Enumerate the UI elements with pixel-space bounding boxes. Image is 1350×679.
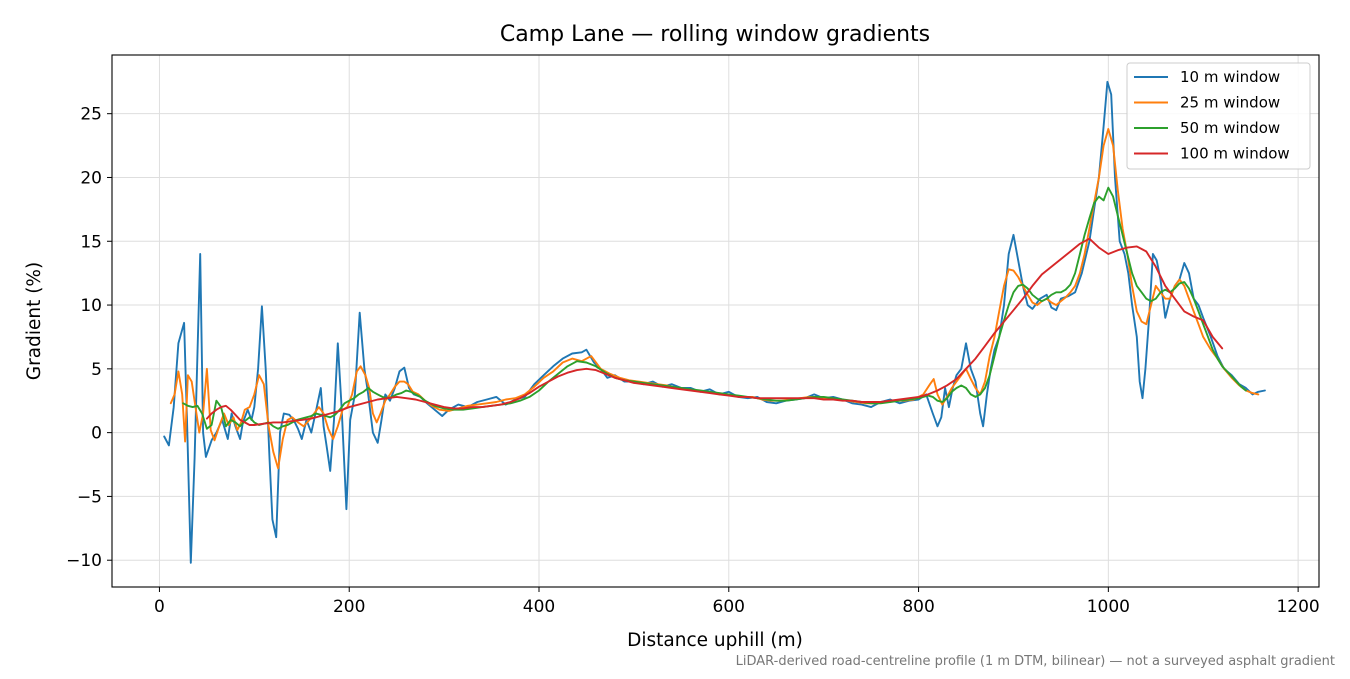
series-line-100-m-window bbox=[205, 237, 1224, 426]
x-tick-label: 0 bbox=[154, 597, 165, 617]
legend-label: 10 m window bbox=[1180, 68, 1280, 86]
x-tick-label: 600 bbox=[713, 597, 745, 617]
data-source-footnote: LiDAR-derived road-centreline profile (1… bbox=[736, 654, 1335, 669]
legend-label: 50 m window bbox=[1180, 119, 1280, 137]
x-tick-label: 1000 bbox=[1087, 597, 1130, 617]
series-lines bbox=[163, 80, 1266, 564]
x-tick-label: 800 bbox=[902, 597, 934, 617]
y-tick-label: 15 bbox=[80, 232, 102, 252]
axis-ticks: 0 200 400 600 800 1000 1200 −10 −5 0 5 10 15 20 25 bbox=[66, 105, 1320, 617]
y-tick-label: 0 bbox=[91, 424, 102, 444]
x-tick-label: 200 bbox=[333, 597, 365, 617]
x-tick-label: 400 bbox=[523, 597, 555, 617]
y-axis-label: Gradient (%) bbox=[24, 262, 45, 380]
y-tick-label: 10 bbox=[80, 296, 102, 316]
chart-title: Camp Lane — rolling window gradients bbox=[500, 22, 930, 47]
legend-label: 100 m window bbox=[1180, 145, 1290, 163]
grid-lines bbox=[112, 55, 1319, 587]
x-tick-label: 1200 bbox=[1276, 597, 1319, 617]
legend: 10 m window 25 m window 50 m window 100 m w… bbox=[1126, 62, 1311, 170]
y-tick-label: 20 bbox=[80, 168, 102, 188]
y-tick-label: −5 bbox=[77, 487, 102, 507]
y-tick-label: 5 bbox=[91, 360, 102, 380]
plot-area-frame bbox=[111, 54, 1320, 588]
y-tick-label: −10 bbox=[66, 551, 102, 571]
x-axis-label: Distance uphill (m) bbox=[627, 630, 803, 651]
legend-label: 25 m window bbox=[1180, 94, 1280, 112]
legend-box bbox=[1126, 62, 1311, 170]
y-tick-label: 25 bbox=[80, 105, 102, 125]
